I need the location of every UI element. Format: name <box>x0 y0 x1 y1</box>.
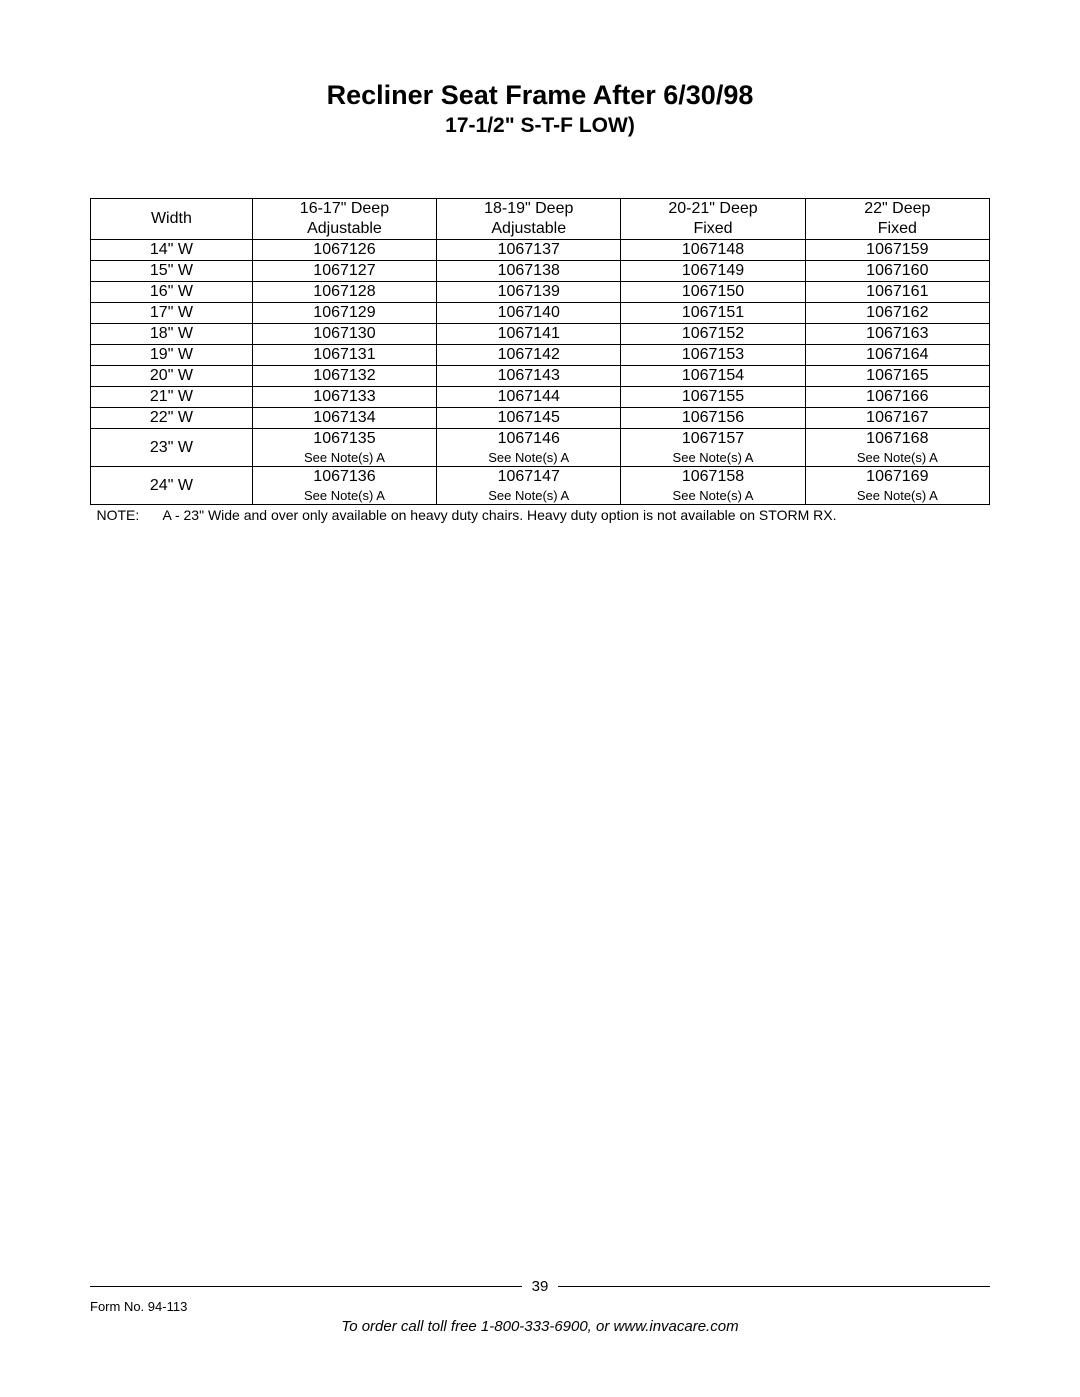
cell-width: 24" W <box>91 467 253 505</box>
cell-part-number: 1067152 <box>621 324 805 345</box>
cell-part-number: 1067160 <box>805 261 989 282</box>
cell-width: 20" W <box>91 366 253 387</box>
cell-part-number: 1067163 <box>805 324 989 345</box>
col-header-bottom: Adjustable <box>437 219 621 240</box>
footer-rule: 39 <box>90 1278 990 1295</box>
cell-part-number: 1067134 <box>252 408 436 429</box>
cell-part-number: 1067148 <box>621 240 805 261</box>
cell-width: 19" W <box>91 345 253 366</box>
page-subtitle: 17-1/2" S-T-F LOW) <box>90 114 990 138</box>
col-header-top: 22" Deep <box>805 199 989 220</box>
cell-part-number: 1067164 <box>805 345 989 366</box>
cell-part-number: 1067140 <box>437 303 621 324</box>
cell-part-number: 1067156 <box>621 408 805 429</box>
cell-part-number: 1067141 <box>437 324 621 345</box>
cell-part-number: 1067151 <box>621 303 805 324</box>
form-number: Form No. 94-113 <box>90 1299 990 1314</box>
page-number: 39 <box>532 1278 549 1295</box>
cell-width: 22" W <box>91 408 253 429</box>
cell-part-number: 1067169 <box>805 467 989 488</box>
cell-part-number: 1067155 <box>621 387 805 408</box>
order-info: To order call toll free 1-800-333-6900, … <box>90 1318 990 1335</box>
cell-part-number: 1067165 <box>805 366 989 387</box>
cell-part-number: 1067159 <box>805 240 989 261</box>
cell-width: 15" W <box>91 261 253 282</box>
cell-part-number: 1067139 <box>437 282 621 303</box>
parts-table: Width16-17" Deep18-19" Deep20-21" Deep22… <box>90 198 990 524</box>
cell-part-number: 1067149 <box>621 261 805 282</box>
cell-part-number: 1067132 <box>252 366 436 387</box>
cell-note-ref: See Note(s) A <box>437 449 621 467</box>
cell-part-number: 1067126 <box>252 240 436 261</box>
cell-part-number: 1067147 <box>437 467 621 488</box>
cell-part-number: 1067137 <box>437 240 621 261</box>
cell-part-number: 1067129 <box>252 303 436 324</box>
cell-part-number: 1067143 <box>437 366 621 387</box>
cell-note-ref: See Note(s) A <box>621 487 805 505</box>
cell-part-number: 1067167 <box>805 408 989 429</box>
cell-part-number: 1067168 <box>805 429 989 450</box>
cell-width: 17" W <box>91 303 253 324</box>
cell-part-number: 1067127 <box>252 261 436 282</box>
cell-part-number: 1067146 <box>437 429 621 450</box>
cell-part-number: 1067144 <box>437 387 621 408</box>
cell-note-ref: See Note(s) A <box>252 449 436 467</box>
cell-width: 18" W <box>91 324 253 345</box>
cell-part-number: 1067133 <box>252 387 436 408</box>
cell-part-number: 1067131 <box>252 345 436 366</box>
cell-note-ref: See Note(s) A <box>805 449 989 467</box>
cell-part-number: 1067161 <box>805 282 989 303</box>
cell-part-number: 1067166 <box>805 387 989 408</box>
cell-part-number: 1067145 <box>437 408 621 429</box>
cell-part-number: 1067157 <box>621 429 805 450</box>
cell-part-number: 1067135 <box>252 429 436 450</box>
col-header-width: Width <box>91 199 253 240</box>
col-header-bottom: Fixed <box>805 219 989 240</box>
cell-part-number: 1067138 <box>437 261 621 282</box>
col-header-bottom: Adjustable <box>252 219 436 240</box>
col-header-bottom: Fixed <box>621 219 805 240</box>
cell-part-number: 1067150 <box>621 282 805 303</box>
cell-part-number: 1067136 <box>252 467 436 488</box>
cell-width: 16" W <box>91 282 253 303</box>
cell-width: 23" W <box>91 429 253 467</box>
cell-part-number: 1067130 <box>252 324 436 345</box>
page-title: Recliner Seat Frame After 6/30/98 <box>90 80 990 111</box>
cell-part-number: 1067162 <box>805 303 989 324</box>
col-header-top: 16-17" Deep <box>252 199 436 220</box>
col-header-top: 20-21" Deep <box>621 199 805 220</box>
col-header-top: 18-19" Deep <box>437 199 621 220</box>
cell-part-number: 1067128 <box>252 282 436 303</box>
cell-note-ref: See Note(s) A <box>437 487 621 505</box>
cell-part-number: 1067158 <box>621 467 805 488</box>
table-note: NOTE:A - 23" Wide and over only availabl… <box>91 505 990 525</box>
cell-width: 21" W <box>91 387 253 408</box>
cell-part-number: 1067153 <box>621 345 805 366</box>
cell-part-number: 1067142 <box>437 345 621 366</box>
cell-note-ref: See Note(s) A <box>252 487 436 505</box>
cell-part-number: 1067154 <box>621 366 805 387</box>
cell-note-ref: See Note(s) A <box>621 449 805 467</box>
cell-width: 14" W <box>91 240 253 261</box>
cell-note-ref: See Note(s) A <box>805 487 989 505</box>
